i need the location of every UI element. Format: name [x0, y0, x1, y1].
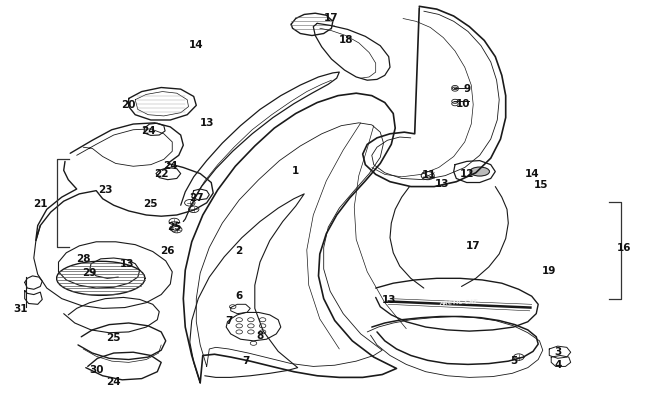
Text: 17: 17: [324, 13, 339, 23]
Text: 11: 11: [422, 169, 436, 179]
Text: 7: 7: [242, 356, 250, 365]
Text: 13: 13: [382, 295, 396, 305]
Text: 2: 2: [235, 245, 243, 255]
Text: 13: 13: [200, 117, 214, 127]
Text: 25: 25: [167, 221, 181, 231]
Text: 27: 27: [189, 193, 203, 202]
Text: 1: 1: [292, 165, 300, 175]
Text: 28: 28: [76, 254, 90, 263]
Text: 10: 10: [456, 98, 470, 108]
Text: 20: 20: [122, 100, 136, 109]
Text: 24: 24: [107, 377, 121, 386]
Text: 6: 6: [235, 290, 243, 300]
Text: 25: 25: [107, 332, 121, 342]
Ellipse shape: [470, 168, 489, 177]
Text: 3: 3: [554, 347, 562, 356]
Text: 25: 25: [144, 198, 158, 208]
Text: 14: 14: [525, 168, 539, 178]
Text: 9: 9: [463, 83, 470, 93]
Text: 24: 24: [141, 126, 155, 135]
Text: 5: 5: [510, 355, 517, 364]
Text: 21: 21: [33, 198, 47, 208]
Text: 24: 24: [163, 160, 177, 170]
Text: 14: 14: [189, 40, 203, 50]
Text: 12: 12: [460, 168, 474, 178]
Text: 7: 7: [225, 315, 233, 325]
Text: 15: 15: [534, 179, 548, 189]
Text: 19: 19: [542, 266, 556, 275]
Text: 30: 30: [89, 364, 103, 374]
Text: 13: 13: [120, 258, 134, 268]
Text: 26: 26: [161, 245, 175, 255]
Text: 13: 13: [435, 178, 449, 188]
Text: 23: 23: [98, 185, 112, 194]
Text: 22: 22: [154, 168, 168, 178]
Text: 18: 18: [339, 35, 353, 45]
Text: 4: 4: [554, 359, 562, 369]
Text: 16: 16: [617, 242, 631, 252]
Text: 8: 8: [256, 330, 264, 340]
Text: ARCTIC CAT: ARCTIC CAT: [439, 298, 478, 305]
Text: 29: 29: [83, 267, 97, 277]
Text: 31: 31: [14, 304, 28, 313]
Text: 17: 17: [466, 240, 480, 250]
